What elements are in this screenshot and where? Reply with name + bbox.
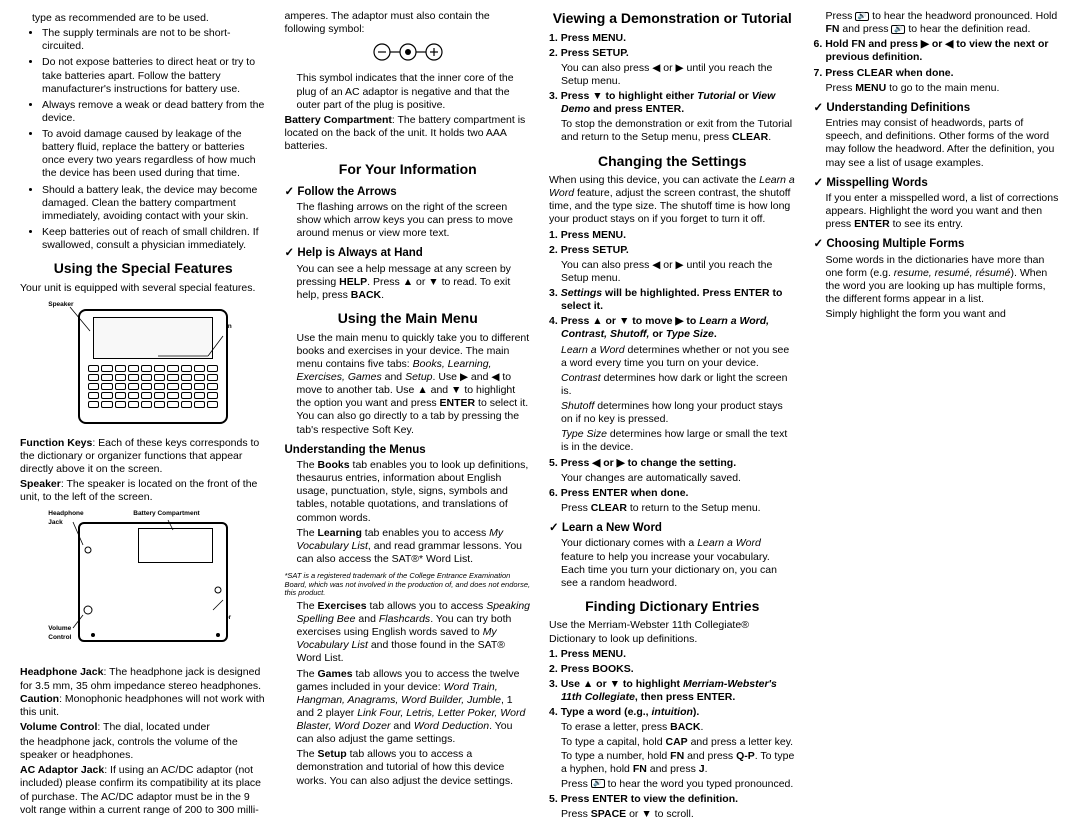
- speaker-key-icon: 🔊: [591, 779, 605, 788]
- find-steps: 1. Press MENU. 2. Press BOOKS. 3. Use ▲ …: [549, 648, 796, 720]
- forms-desc: Some words in the dictionaries have more…: [814, 254, 1061, 307]
- find-intro: Use the Merriam-Webster 11th Collegiate®…: [549, 619, 796, 645]
- sat-footnote: *SAT is a registered trademark of the Co…: [285, 572, 532, 598]
- help-desc: You can see a help message at any screen…: [285, 263, 532, 302]
- sub-definitions: Understanding Definitions: [814, 101, 1061, 115]
- label-battery-comp: Battery Compartment: [133, 510, 199, 518]
- heading-special-features: Using the Special Features: [20, 260, 267, 278]
- special-intro: Your unit is equipped with several speci…: [20, 282, 267, 295]
- demo-note: You can also press ◀ or ▶ until you reac…: [549, 62, 796, 88]
- exercises-desc: The Exercises tab allows you to access S…: [285, 600, 532, 666]
- speaker-key-icon: 🔊: [891, 25, 905, 34]
- sub-help: Help is Always at Hand: [285, 246, 532, 260]
- setup-desc: The Setup tab allows you to access a dem…: [285, 748, 532, 787]
- label-speaker: Speaker: [48, 301, 73, 309]
- settings-steps-3: 5. Press ◀ or ▶ to change the setting.: [549, 457, 796, 470]
- sub-misspelling: Misspelling Words: [814, 176, 1061, 190]
- demo-steps: 1. Press MENU. 2. Press SETUP.: [549, 32, 796, 60]
- list-item: Always remove a weak or dead battery fro…: [42, 99, 267, 125]
- scroll-note: Press SPACE or ▼ to scroll.: [549, 808, 796, 821]
- demo-steps-2: 3. Press ▼ to highlight either Tutorial …: [549, 90, 796, 116]
- device-back-figure: Headphone Jack Battery Compartment Volum…: [20, 510, 267, 660]
- typesize-note: Type Size determines how large or small …: [549, 428, 796, 454]
- menu-note: Press MENU to go to the main menu.: [814, 82, 1061, 95]
- list-item: To avoid damage caused by leakage of the…: [42, 128, 267, 181]
- misspelling-desc: If you enter a misspelled word, a list o…: [814, 192, 1061, 231]
- clear-note: Press CLEAR to return to the Setup menu.: [549, 502, 796, 515]
- headphone-desc: Headphone Jack: The headphone jack is de…: [20, 666, 267, 719]
- arrows-desc: The flashing arrows on the right of the …: [285, 201, 532, 240]
- heading-settings: Changing the Settings: [549, 153, 796, 171]
- type-note-3: Press 🔊 to hear the word you typed prono…: [549, 778, 796, 791]
- battery-comp-desc: Battery Compartment: The battery compart…: [285, 114, 532, 153]
- list-item: The supply terminals are not to be short…: [42, 27, 267, 53]
- heading-fyi: For Your Information: [285, 161, 532, 179]
- pronounce-note: Press 🔊 to hear the headword pronounced.…: [814, 10, 1061, 36]
- list-item: Should a battery leak, the device may be…: [42, 184, 267, 223]
- learning-desc: The Learning tab enables you to access M…: [285, 527, 532, 566]
- sub-forms: Choosing Multiple Forms: [814, 237, 1061, 251]
- label-volume: Volume Control: [48, 625, 78, 641]
- settings-note: You can also press ◀ or ▶ until you reac…: [549, 259, 796, 285]
- device-front-figure: Speaker Function Keys: [20, 301, 267, 431]
- settings-steps-4: 6. Press ENTER when done.: [549, 487, 796, 500]
- symbol-desc: This symbol indicates that the inner cor…: [285, 72, 532, 111]
- find-steps-2: 5. Press ENTER to view the definition.: [549, 793, 796, 806]
- speaker-desc: Speaker: The speaker is located on the f…: [20, 478, 267, 504]
- type-note-1: To erase a letter, press BACK.: [549, 721, 796, 734]
- books-desc: The Books tab enables you to look up def…: [285, 459, 532, 525]
- continuation-text: type as recommended are to be used.: [20, 12, 267, 25]
- volume-cont: the headphone jack, controls the volume …: [20, 736, 267, 762]
- sub-learn-word: Learn a New Word: [549, 521, 796, 535]
- sub-follow-arrows: Follow the Arrows: [285, 185, 532, 199]
- definitions-desc: Entries may consist of headwords, parts …: [814, 117, 1061, 170]
- list-item: Do not expose batteries to direct heat o…: [42, 56, 267, 95]
- sub-menus: Understanding the Menus: [285, 443, 532, 457]
- forms-desc-2: Simply highlight the form you want and: [814, 308, 1061, 321]
- heading-find-entries: Finding Dictionary Entries: [549, 598, 796, 616]
- heading-demo: Viewing a Demonstration or Tutorial: [549, 10, 796, 28]
- battery-warnings: The supply terminals are not to be short…: [20, 27, 267, 252]
- volume-desc: Volume Control: The dial, located under: [20, 721, 267, 734]
- main-desc: Use the main menu to quickly take you to…: [285, 332, 532, 437]
- list-item: Keep batteries out of reach of small chi…: [42, 226, 267, 252]
- polarity-symbol: [285, 40, 532, 68]
- contrast-note: Contrast determines how dark or light th…: [549, 372, 796, 398]
- speaker-key-icon: 🔊: [855, 12, 869, 21]
- demo-stop: To stop the demonstration or exit from t…: [549, 118, 796, 144]
- type-note-2: To type a capital, hold CAP and press a …: [549, 736, 796, 775]
- shutoff-note: Shutoff determines how long your product…: [549, 400, 796, 426]
- autosave-note: Your changes are automatically saved.: [549, 472, 796, 485]
- function-keys-desc: Function Keys: Each of these keys corres…: [20, 437, 267, 476]
- settings-intro: When using this device, you can activate…: [549, 174, 796, 227]
- games-desc: The Games tab allows you to access the t…: [285, 668, 532, 747]
- settings-steps-2: 3. Settings will be highlighted. Press E…: [549, 287, 796, 342]
- heading-main-menu: Using the Main Menu: [285, 310, 532, 328]
- settings-steps: 1. Press MENU. 2. Press SETUP.: [549, 229, 796, 257]
- learn-word-note: Learn a Word determines whether or not y…: [549, 344, 796, 370]
- find-steps-3: 6. Hold FN and press ▶ or ◀ to view the …: [814, 38, 1061, 79]
- learn-word-desc: Your dictionary comes with a Learn a Wor…: [549, 537, 796, 590]
